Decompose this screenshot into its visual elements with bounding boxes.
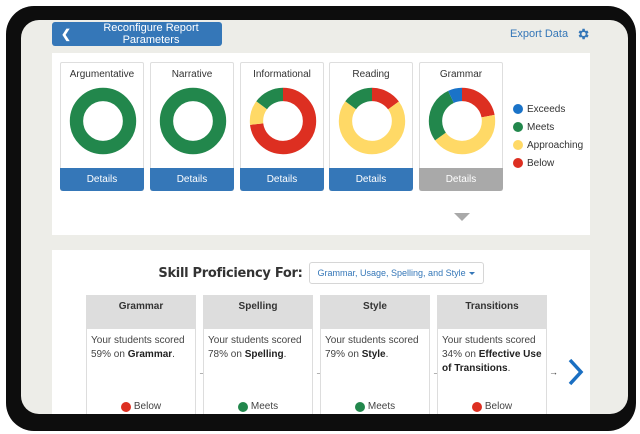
skill-card-text: Your students scored 78% on Spelling.: [208, 335, 302, 360]
chart-card-grammar: Grammar Details: [419, 62, 503, 221]
below-dot-icon: [513, 158, 523, 168]
chevron-left-icon: ❮: [61, 27, 72, 41]
legend-label: Meets: [527, 121, 555, 133]
donut-chart-grammar: [428, 87, 496, 155]
proficiency-charts-panel: Argumentative Details Narrative Details …: [52, 53, 590, 235]
below-dot-icon: [471, 401, 482, 412]
status-badge: Below: [438, 401, 546, 412]
status-badge: Meets: [204, 401, 312, 412]
skill-card-title: Grammar: [87, 296, 195, 329]
skill-card-title: Style: [321, 296, 429, 329]
skill-category-dropdown[interactable]: Grammar, Usage, Spelling, and Style: [308, 262, 484, 284]
meets-dot-icon: [354, 401, 365, 412]
skill-card-title: Spelling: [204, 296, 312, 329]
details-button-active[interactable]: Details: [419, 168, 503, 191]
export-data-link[interactable]: Export Data: [510, 27, 590, 41]
caret-down-icon: [468, 271, 475, 275]
gear-icon[interactable]: [576, 27, 590, 41]
donut-chart-informational: [249, 87, 317, 155]
details-button[interactable]: Details: [150, 168, 234, 191]
skill-card-grammar[interactable]: Grammar Your students scored 59% on Gram…: [86, 295, 196, 414]
donut-chart-narrative: [159, 87, 227, 155]
skill-card-transitions[interactable]: Transitions Your students scored 34% on …: [437, 295, 547, 414]
skill-proficiency-title: Skill Proficiency For:: [158, 265, 303, 281]
donut-chart-reading: [338, 87, 406, 155]
legend-label: Below: [527, 157, 555, 169]
approaching-dot-icon: [513, 140, 523, 150]
skill-card-spelling[interactable]: Spelling Your students scored 78% on Spe…: [203, 295, 313, 414]
chart-card-narrative: Narrative Details: [150, 62, 234, 191]
legend-item-below: Below: [513, 154, 583, 172]
chart-title: Narrative: [171, 69, 213, 80]
active-pointer: [454, 213, 470, 221]
skill-proficiency-header: Skill Proficiency For: Grammar, Usage, S…: [52, 262, 590, 284]
legend-item-approaching: Approaching: [513, 136, 583, 154]
dropdown-value: Grammar, Usage, Spelling, and Style: [317, 268, 466, 278]
legend-item-meets: Meets: [513, 118, 583, 136]
arrow-right-icon: →: [432, 367, 441, 377]
arrow-right-icon: →: [315, 367, 324, 377]
skill-card-style[interactable]: Style Your students scored 79% on Style.…: [320, 295, 430, 414]
skill-card-text: Your students scored 59% on Grammar.: [91, 335, 185, 360]
arrow-right-icon: →: [549, 367, 558, 377]
chevron-right-icon[interactable]: [565, 357, 585, 387]
chart-title: Informational: [253, 69, 311, 80]
chart-title: Argumentative: [69, 69, 135, 80]
skill-card-text: Your students scored 79% on Style.: [325, 335, 419, 360]
legend-label: Exceeds: [527, 103, 566, 115]
skill-card-text: Your students scored 34% on Effective Us…: [442, 335, 542, 374]
legend-label: Approaching: [527, 139, 584, 151]
chart-card-informational: Informational Details: [240, 62, 324, 191]
below-dot-icon: [120, 401, 131, 412]
chart-card-reading: Reading Details: [329, 62, 413, 191]
reconfigure-label: Reconfigure Report Parameters: [103, 22, 199, 46]
export-data-label: Export Data: [510, 28, 569, 40]
status-badge: Below: [87, 401, 195, 412]
status-badge: Meets: [321, 401, 429, 412]
legend-item-exceeds: Exceeds: [513, 100, 583, 118]
exceeds-dot-icon: [513, 104, 523, 114]
app-window: ❮ Reconfigure Report Parameters Export D…: [21, 20, 628, 414]
chart-card-argumentative: Argumentative Details: [60, 62, 144, 191]
skill-proficiency-panel: Skill Proficiency For: Grammar, Usage, S…: [52, 250, 590, 414]
chart-title: Grammar: [439, 69, 483, 80]
meets-dot-icon: [237, 401, 248, 412]
reconfigure-report-button[interactable]: ❮ Reconfigure Report Parameters: [52, 22, 222, 46]
arrow-right-icon: →: [198, 367, 207, 377]
meets-dot-icon: [513, 122, 523, 132]
details-button[interactable]: Details: [60, 168, 144, 191]
details-button[interactable]: Details: [240, 168, 324, 191]
skill-card-title: Transitions: [438, 296, 546, 329]
donut-chart-argumentative: [69, 87, 137, 155]
chart-title: Reading: [352, 69, 390, 80]
chart-legend: Exceeds Meets Approaching Below: [513, 100, 583, 172]
details-button[interactable]: Details: [329, 168, 413, 191]
